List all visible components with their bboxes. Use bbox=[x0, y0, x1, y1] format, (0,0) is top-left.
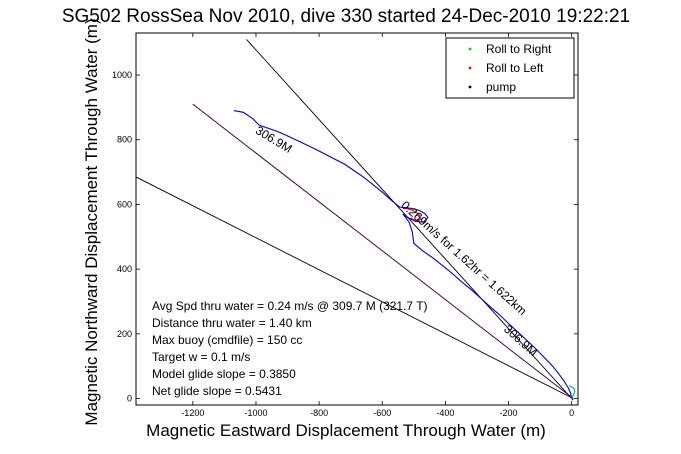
summary-line-2: Distance thru water = 1.40 km bbox=[152, 316, 312, 330]
x-tick-label: 0 bbox=[569, 408, 574, 418]
y-tick-label: 600 bbox=[117, 199, 132, 209]
y-tick-label: 0 bbox=[127, 394, 132, 404]
legend: Roll to Right Roll to Left pump bbox=[445, 37, 575, 99]
legend-marker bbox=[468, 47, 472, 51]
chart-title: SG502 RossSea Nov 2010, dive 330 started… bbox=[62, 6, 630, 27]
x-tick-label: -1200 bbox=[181, 408, 204, 418]
legend-entry-label: pump bbox=[486, 80, 516, 94]
summary-line-3: Max buoy (cmdfile) = 150 cc bbox=[152, 333, 302, 347]
legend-marker bbox=[468, 66, 472, 70]
reference-line-1 bbox=[246, 39, 574, 401]
legend-entry-label: Roll to Right bbox=[486, 42, 552, 56]
summary-line-6: Net glide slope = 0.5431 bbox=[152, 384, 282, 398]
summary-line-1: Avg Spd thru water = 0.24 m/s @ 309.7 M … bbox=[152, 299, 428, 313]
legend-marker bbox=[468, 85, 472, 89]
track-series-1 bbox=[233, 110, 573, 399]
x-tick-label: -1000 bbox=[244, 408, 267, 418]
legend-entry-label: Roll to Left bbox=[486, 61, 544, 75]
summary-line-4: Target w = 0.1 m/s bbox=[152, 350, 250, 364]
reference-line-2 bbox=[136, 176, 574, 399]
track-series-2 bbox=[405, 207, 422, 222]
y-tick-label: 1000 bbox=[112, 70, 132, 80]
track-annotation-1: 306.9M bbox=[253, 123, 295, 156]
track-series-3 bbox=[568, 385, 576, 399]
x-axis-label: Magnetic Eastward Displacement Through W… bbox=[146, 421, 546, 440]
y-tick-label: 200 bbox=[117, 329, 132, 339]
y-tick-label: 400 bbox=[117, 264, 132, 274]
track-annotation-3: 306.9M bbox=[501, 322, 540, 359]
reference-line-4 bbox=[192, 103, 574, 399]
summary-line-5: Model glide slope = 0.3850 bbox=[152, 367, 296, 381]
x-tick-label: -600 bbox=[373, 408, 391, 418]
plot-data-layer bbox=[136, 39, 576, 401]
x-tick-label: -800 bbox=[310, 408, 328, 418]
y-axis-label: Magnetic Northward Displacement Through … bbox=[82, 18, 101, 425]
plot-frame bbox=[135, 32, 579, 406]
y-tick-label: 800 bbox=[117, 135, 132, 145]
summary-text: Avg Spd thru water = 0.24 m/s @ 309.7 M … bbox=[152, 299, 428, 398]
legend-box bbox=[445, 37, 575, 99]
plot-axes: -1200 -1000 -800 -600 -400 -200 0 0 200 400 600 800… bbox=[112, 32, 579, 418]
x-tick-label: -200 bbox=[500, 408, 518, 418]
x-tick-label: -400 bbox=[436, 408, 454, 418]
